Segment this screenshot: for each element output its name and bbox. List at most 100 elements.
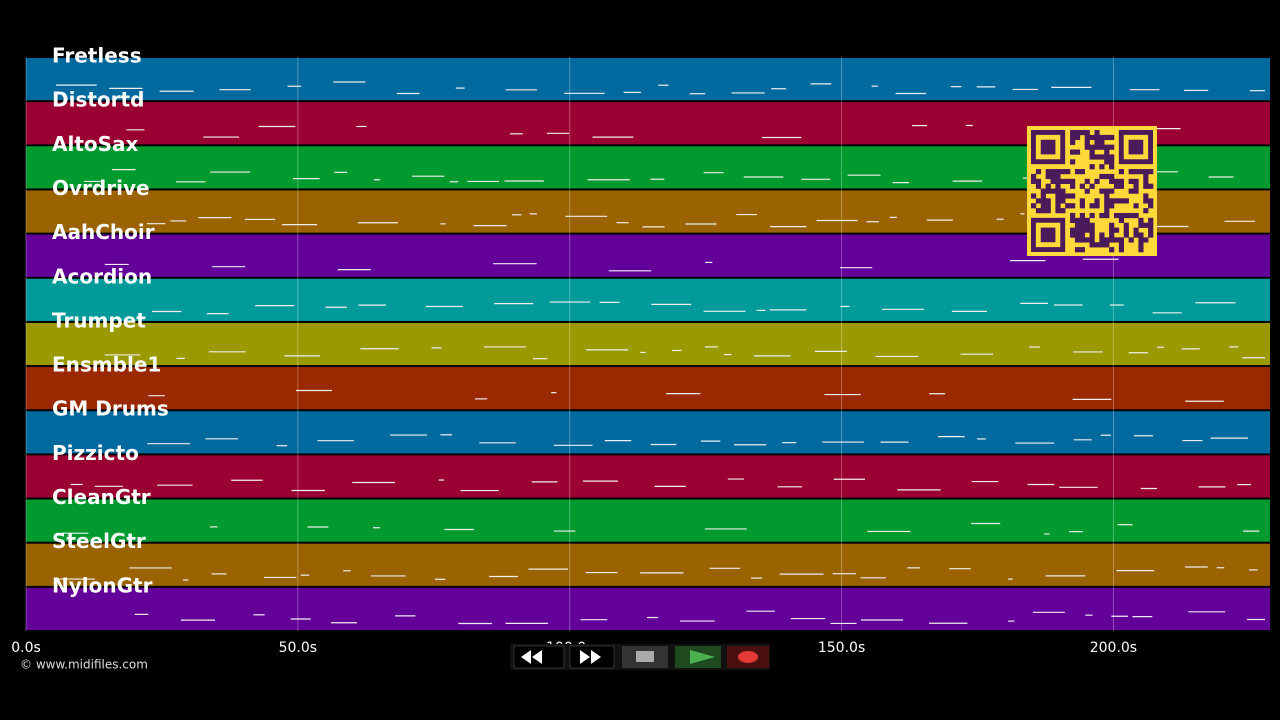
rewind-button[interactable] [513, 645, 565, 669]
qr-cell [1031, 173, 1037, 180]
qr-cell [1104, 237, 1110, 243]
qr-cell [1123, 222, 1129, 228]
qr-cell [1084, 139, 1090, 145]
qr-cell [1133, 227, 1139, 233]
icon [690, 650, 715, 664]
qr-cell [1118, 178, 1125, 184]
qr-cell [1070, 130, 1076, 136]
qr-cell [1094, 139, 1100, 145]
qr-cell [1070, 159, 1076, 165]
qr-cell [1133, 169, 1139, 175]
qr-cell [1074, 232, 1081, 238]
qr-cell [1084, 222, 1090, 228]
play-button[interactable] [675, 646, 721, 668]
track-row [26, 58, 1270, 101]
qr-cell [1118, 217, 1125, 224]
qr-cell [1104, 203, 1110, 209]
qr-cell [1089, 203, 1095, 209]
qr-cell [1040, 188, 1046, 194]
track-name: AahChoir [52, 220, 155, 244]
qr-cell [1094, 144, 1100, 150]
qr-cell [1148, 232, 1154, 238]
qr-cell [1074, 247, 1081, 253]
qr-cell [1079, 212, 1085, 219]
track-row [26, 367, 1270, 410]
qr-cell [1109, 198, 1115, 204]
qr-cell [1055, 203, 1061, 209]
qr-cell [1055, 198, 1061, 204]
track-name: SteelGtr [52, 529, 146, 553]
qr-cell [1143, 222, 1149, 228]
qr-cell [1133, 188, 1139, 194]
qr-cell [1133, 232, 1139, 238]
qr-cell [1104, 149, 1110, 155]
qr-cell [1089, 149, 1095, 155]
qr-cell [1070, 217, 1076, 224]
track-name: Pizzicto [52, 441, 139, 465]
qr-cell [1109, 164, 1115, 170]
track-row [26, 322, 1270, 366]
qr-cell [1084, 178, 1090, 184]
qr-cell [1074, 149, 1081, 155]
track-name: Ovrdrive [52, 176, 150, 200]
qr-cell [1050, 188, 1056, 194]
qr-cell [1148, 217, 1154, 224]
qr-cell [1099, 212, 1105, 219]
qr-cell [1104, 198, 1110, 204]
qr-cell [1128, 212, 1134, 219]
notes [56, 81, 1265, 625]
qr-cell [1133, 183, 1139, 189]
qr-cell [1035, 183, 1042, 189]
qr-cell [1104, 188, 1110, 194]
qr-code [1027, 126, 1157, 256]
qr-cell [1094, 198, 1100, 204]
qr-cell [1109, 188, 1115, 194]
qr-cell [1035, 208, 1042, 214]
qr-cell [1148, 169, 1154, 175]
qr-cell [1104, 154, 1110, 160]
qr-cell [1084, 130, 1090, 136]
qr-cell [1123, 212, 1129, 219]
qr-cell [1138, 222, 1144, 228]
track-labels: Fretless Distortd AltoSax Ovrdrive AahChoir A… [52, 44, 169, 598]
qr-cell [1060, 169, 1066, 175]
qr-cell [1045, 198, 1051, 204]
stop-button[interactable] [622, 646, 668, 668]
qr-cell [1050, 173, 1056, 180]
qr-cell [1060, 188, 1066, 194]
qr-cell [1040, 193, 1046, 199]
qr-cell [1138, 169, 1144, 175]
qr-cell [1099, 188, 1105, 194]
qr-cell [1118, 242, 1125, 248]
qr-cell [1104, 212, 1110, 219]
qr-cell [1084, 227, 1090, 233]
qr-cell [1089, 227, 1095, 233]
qr-cell [1079, 203, 1085, 209]
track-row [26, 278, 1270, 321]
tick-label: 0.0s [11, 640, 41, 656]
qr-cell [1143, 208, 1149, 214]
qr-cell [1148, 183, 1154, 189]
qr-cell [1070, 183, 1076, 189]
qr-cell [1094, 130, 1100, 136]
record-button[interactable] [727, 646, 769, 668]
qr-cell [1070, 134, 1076, 141]
qr-cell [1055, 178, 1061, 184]
qr-cell [1138, 242, 1144, 248]
qr-cell [1143, 198, 1149, 204]
qr-cell [1074, 217, 1081, 224]
grid [25, 57, 1114, 631]
forward-button[interactable] [569, 645, 615, 669]
qr-cell [1084, 217, 1090, 224]
track-name: NylonGtr [52, 573, 153, 597]
qr-cell [1109, 154, 1115, 160]
qr-cell [1055, 188, 1061, 194]
tick-label: 150.0s [818, 640, 865, 656]
qr-cell [1050, 169, 1056, 175]
qr-cell [1060, 178, 1066, 184]
track-row [26, 587, 1270, 630]
qr-finder [1128, 139, 1144, 155]
qr-cell [1118, 237, 1125, 243]
qr-cell [1031, 203, 1037, 209]
qr-cell [1109, 134, 1115, 141]
